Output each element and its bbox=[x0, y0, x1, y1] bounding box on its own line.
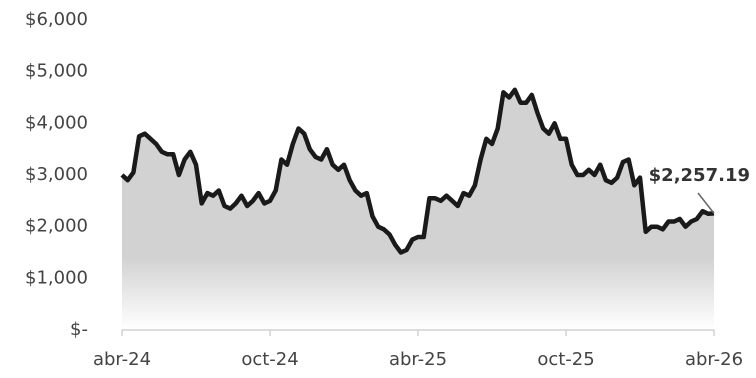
y-tick-label: $4,000 bbox=[25, 112, 88, 133]
y-tick-label: $5,000 bbox=[25, 61, 88, 82]
x-tick-label: abr-24 bbox=[93, 349, 151, 370]
x-tick-label: abr-26 bbox=[685, 349, 743, 370]
y-tick-label: $- bbox=[70, 319, 88, 340]
x-tick-label: oct-24 bbox=[241, 349, 298, 370]
y-tick-label: $2,000 bbox=[25, 216, 88, 237]
line bbox=[120, 87, 715, 255]
annotation-leader bbox=[697, 192, 715, 214]
annotation: $2,257.19 bbox=[649, 165, 750, 186]
y-tick-label: $6,000 bbox=[25, 9, 88, 30]
y-tick-label: $1,000 bbox=[25, 267, 88, 288]
y-tick-label: $3,000 bbox=[25, 164, 88, 185]
area bbox=[122, 89, 714, 330]
x-tick-label: abr-25 bbox=[389, 349, 447, 370]
x-tick-label: oct-25 bbox=[537, 349, 594, 370]
